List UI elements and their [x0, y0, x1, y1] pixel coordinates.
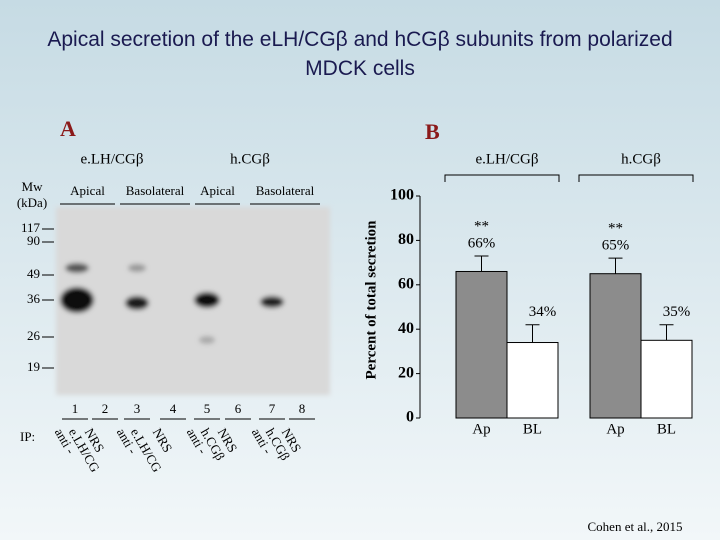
mw-marker: 49 — [27, 266, 40, 281]
condition-label: Apical — [200, 183, 235, 198]
y-tick-label: 60 — [398, 275, 414, 292]
y-tick-label: 0 — [406, 409, 414, 426]
lane-number: 2 — [102, 401, 109, 416]
gel-image — [56, 207, 330, 395]
bar-label: BL — [657, 421, 676, 437]
y-tick-label: 80 — [398, 231, 414, 248]
mw-label: (kDa) — [17, 195, 47, 210]
significance: ** — [474, 218, 489, 234]
panel-label: B — [425, 119, 440, 144]
panel-label: A — [60, 116, 76, 141]
lane-number: 1 — [72, 401, 79, 416]
group-label: e.LH/CGβ — [80, 151, 143, 167]
citation: Cohen et al., 2015 — [588, 519, 683, 534]
y-tick-label: 100 — [390, 187, 414, 204]
mw-marker: 90 — [27, 233, 40, 248]
group-label: h.CGβ — [230, 151, 270, 167]
lane-number: 3 — [134, 401, 141, 416]
bar — [506, 342, 559, 419]
condition-label: Basolateral — [256, 183, 315, 198]
value-label: 35% — [663, 304, 691, 320]
error-bar — [608, 257, 623, 274]
lane-number: 6 — [235, 401, 242, 416]
mw-marker: 19 — [27, 359, 40, 374]
condition-label: Basolateral — [126, 183, 185, 198]
group-label: h.CGβ — [621, 151, 661, 167]
error-bar — [525, 324, 540, 343]
y-tick-label: 40 — [398, 320, 414, 337]
value-label: 65% — [602, 238, 630, 254]
y-tick-label: 20 — [398, 364, 414, 381]
y-axis-label: Percent of total secretion — [363, 220, 379, 380]
bar-label: BL — [523, 421, 542, 437]
lane-number: 7 — [269, 401, 276, 416]
error-bar — [659, 324, 674, 341]
bar — [589, 273, 642, 419]
bar — [455, 270, 508, 419]
group-label: e.LH/CGβ — [475, 151, 538, 167]
mw-label: Mw — [22, 179, 44, 194]
condition-label: Apical — [70, 183, 105, 198]
mw-marker: 117 — [21, 220, 41, 235]
slide-title: Apical secretion of the eLH/CGβ and hCGβ… — [47, 28, 672, 80]
bracket — [578, 174, 694, 182]
bracket — [444, 174, 560, 182]
lane-number: 5 — [204, 401, 211, 416]
value-label: 34% — [529, 304, 557, 320]
bar-label: Ap — [472, 421, 490, 437]
mw-marker: 36 — [27, 291, 41, 306]
mw-marker: 26 — [27, 328, 41, 343]
error-bar — [474, 255, 489, 272]
ip-label: IP: — [20, 429, 35, 444]
value-label: 66% — [468, 235, 496, 251]
lane-number: 8 — [299, 401, 306, 416]
significance: ** — [608, 221, 623, 237]
lane-number: 4 — [170, 401, 177, 416]
bar-label: Ap — [606, 421, 624, 437]
bar — [640, 339, 693, 419]
